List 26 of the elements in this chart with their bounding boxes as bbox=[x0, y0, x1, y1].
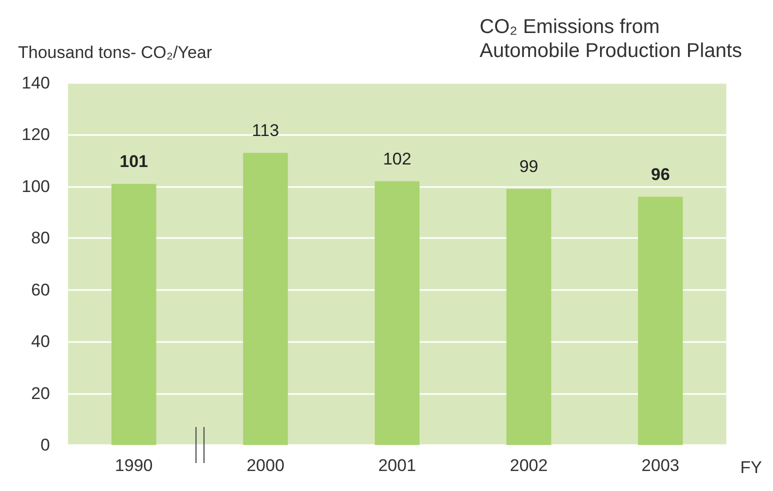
data-label: 99 bbox=[519, 157, 538, 176]
chart-title: CO₂ Emissions from Automobile Production Plants bbox=[480, 16, 742, 62]
bar bbox=[111, 184, 156, 445]
data-label: 113 bbox=[252, 120, 280, 140]
data-label: 96 bbox=[650, 164, 670, 184]
x-tick-label: 1990 bbox=[114, 456, 153, 475]
y-tick-label: 80 bbox=[31, 228, 50, 248]
x-tick-label: 2000 bbox=[246, 456, 284, 475]
y-tick-label: 20 bbox=[31, 384, 50, 403]
bar bbox=[374, 181, 420, 445]
data-label: 102 bbox=[382, 149, 412, 168]
data-label: 101 bbox=[120, 152, 148, 171]
y-tick-label: 40 bbox=[31, 332, 50, 352]
bar bbox=[638, 196, 683, 445]
x-tick-label: 2002 bbox=[510, 456, 548, 475]
y-tick-label: 140 bbox=[22, 74, 50, 92]
bar bbox=[243, 152, 288, 445]
y-tick-label: 0 bbox=[40, 436, 50, 454]
y-tick-label: 100 bbox=[22, 176, 50, 196]
y-axis-title: Thousand tons- CO₂/Year bbox=[18, 43, 212, 62]
bar bbox=[506, 189, 552, 445]
y-tick-label: 120 bbox=[22, 125, 50, 144]
x-axis-title: FY bbox=[740, 458, 762, 477]
y-tick-label: 60 bbox=[31, 280, 50, 300]
x-tick-label: 2003 bbox=[642, 456, 680, 475]
x-tick-label: 2001 bbox=[378, 456, 416, 475]
